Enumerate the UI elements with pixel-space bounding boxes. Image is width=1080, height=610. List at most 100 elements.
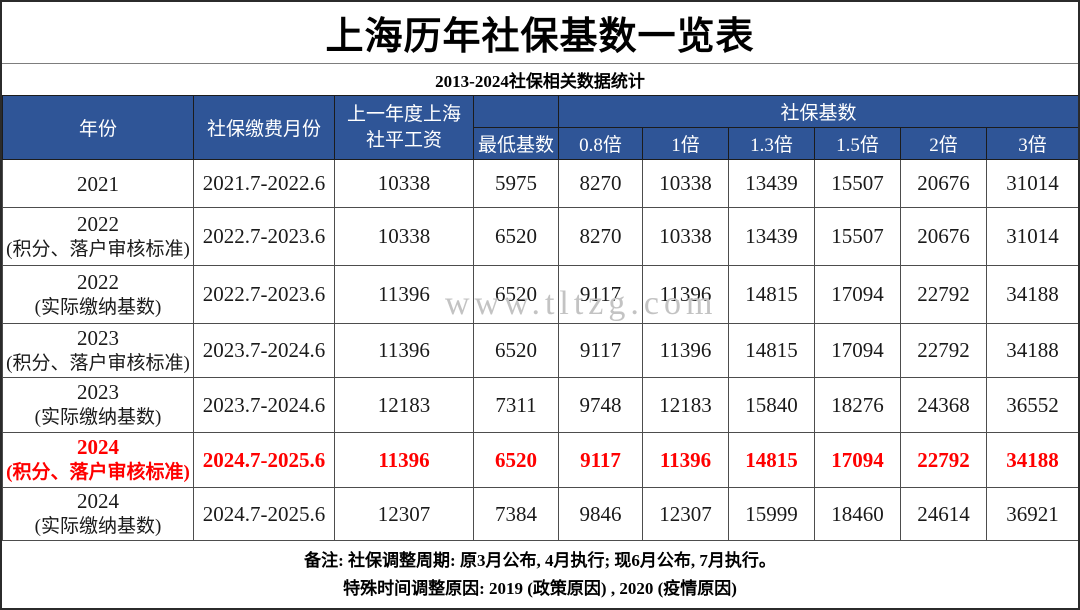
cell-year: 2023 (积分、落户审核标准): [2, 323, 194, 378]
year-note: (实际缴纳基数): [34, 516, 162, 537]
cell-year: 2024 (积分、落户审核标准): [2, 432, 194, 488]
cell-avg-salary: 10338: [334, 207, 474, 266]
cell-multiple-2: 14815: [728, 265, 815, 324]
header-row-top: 年份 社保缴费月份 上一年度上海 社平工资 社保基数: [2, 95, 1078, 160]
cell-year: 2022 (积分、落户审核标准): [2, 207, 194, 266]
table-row: 2021 2021.7-2022.6 10338 5975 8270 10338…: [2, 159, 1078, 208]
avg-salary-line1: 上一年度上海: [346, 103, 461, 125]
year-note: (实际缴纳基数): [34, 296, 162, 318]
year-label: 2022: [77, 211, 119, 236]
cell-multiple-1: 11396: [642, 265, 729, 324]
footer-note-line1: 备注: 社保调整周期: 原3月公布, 4月执行; 现6月公布, 7月执行。: [304, 551, 776, 570]
page-title: 上海历年社保基数一览表: [325, 16, 755, 58]
avg-salary-line2: 社平工资: [365, 129, 442, 151]
cell-multiple-0: 9117: [558, 432, 643, 488]
table-row-highlighted: 2024 (积分、落户审核标准) 2024.7-2025.6 11396 652…: [2, 432, 1078, 488]
cell-multiple-5: 31014: [985, 207, 1078, 266]
cell-months: 2021.7-2022.6: [193, 159, 335, 208]
col-header-multiplier-3: 1.5倍: [814, 127, 901, 160]
cell-months: 2024.7-2025.6: [193, 432, 335, 488]
social-security-base-table: 年份 社保缴费月份 上一年度上海 社平工资 社保基数 最低基数 0.8倍 1倍 …: [2, 95, 1078, 541]
cell-avg-salary: 12183: [334, 377, 474, 433]
cell-avg-salary: 11396: [334, 432, 474, 488]
cell-multiple-3: 15507: [814, 207, 901, 266]
cell-multiple-4: 20676: [900, 207, 987, 266]
cell-multiple-0: 9748: [558, 377, 643, 433]
cell-year: 2022 (实际缴纳基数): [2, 265, 194, 324]
cell-avg-salary: 11396: [334, 265, 474, 324]
cell-multiple-0: 8270: [558, 159, 643, 208]
cell-min-base: 7384: [473, 487, 559, 541]
cell-avg-salary: 12307: [334, 487, 474, 541]
header-spacer-cell: [473, 95, 559, 128]
cell-multiple-5: 34188: [985, 265, 1078, 324]
cell-multiple-5: 36921: [985, 487, 1078, 541]
cell-multiple-4: 24368: [900, 377, 987, 433]
cell-multiple-2: 14815: [728, 432, 815, 488]
year-label: 2023: [77, 380, 119, 404]
cell-multiple-3: 15507: [814, 159, 901, 208]
table-body: 2021 2021.7-2022.6 10338 5975 8270 10338…: [2, 159, 1078, 541]
subtitle-bar: 2013-2024社保相关数据统计: [2, 64, 1078, 95]
col-group-header-base: 社保基数: [557, 95, 1078, 128]
cell-multiple-5: 34188: [985, 432, 1078, 488]
cell-multiple-4: 22792: [900, 323, 987, 378]
table-row: 2022 (实际缴纳基数) 2022.7-2023.6 11396 6520 9…: [2, 265, 1078, 324]
cell-multiple-2: 14815: [728, 323, 815, 378]
cell-year: 2024 (实际缴纳基数): [2, 487, 194, 541]
cell-multiple-4: 22792: [900, 265, 987, 324]
cell-min-base: 6520: [473, 323, 559, 378]
cell-months: 2023.7-2024.6: [193, 323, 335, 378]
col-header-payment-months: 社保缴费月份: [193, 95, 335, 160]
table-row: 2024 (实际缴纳基数) 2024.7-2025.6 12307 7384 9…: [2, 487, 1078, 541]
year-label: 2024: [77, 489, 119, 513]
cell-multiple-3: 17094: [814, 323, 901, 378]
cell-avg-salary: 11396: [334, 323, 474, 378]
col-header-multiplier-4: 2倍: [900, 127, 987, 160]
cell-multiple-1: 11396: [642, 432, 729, 488]
cell-year: 2021: [2, 159, 194, 208]
cell-multiple-5: 36552: [985, 377, 1078, 433]
cell-min-base: 6520: [473, 207, 559, 266]
year-label: 2023: [77, 325, 119, 350]
page-subtitle: 2013-2024社保相关数据统计: [435, 72, 645, 91]
table-header: 年份 社保缴费月份 上一年度上海 社平工资 社保基数 最低基数 0.8倍 1倍 …: [2, 95, 1078, 160]
cell-avg-salary: 10338: [334, 159, 474, 208]
table-row: 2022 (积分、落户审核标准) 2022.7-2023.6 10338 652…: [2, 207, 1078, 266]
cell-months: 2023.7-2024.6: [193, 377, 335, 433]
cell-multiple-5: 31014: [985, 159, 1078, 208]
cell-min-base: 6520: [473, 432, 559, 488]
cell-multiple-3: 17094: [814, 265, 901, 324]
cell-months: 2022.7-2023.6: [193, 265, 335, 324]
year-label: 2021: [77, 171, 119, 196]
cell-multiple-0: 9846: [558, 487, 643, 541]
col-header-multiplier-2: 1.3倍: [728, 127, 815, 160]
col-header-min-base: 最低基数: [473, 127, 559, 160]
year-note: (积分、落户审核标准): [6, 238, 190, 260]
cell-multiple-4: 20676: [900, 159, 987, 208]
cell-multiple-1: 11396: [642, 323, 729, 378]
col-header-avg-salary: 上一年度上海 社平工资: [334, 95, 474, 160]
cell-months: 2024.7-2025.6: [193, 487, 335, 541]
cell-multiple-3: 17094: [814, 432, 901, 488]
cell-multiple-5: 34188: [985, 323, 1078, 378]
footer-notes: 备注: 社保调整周期: 原3月公布, 4月执行; 现6月公布, 7月执行。 特殊…: [2, 541, 1078, 608]
cell-multiple-0: 9117: [558, 265, 643, 324]
col-header-multiplier-5: 3倍: [985, 127, 1078, 160]
cell-multiple-4: 22792: [900, 432, 987, 488]
cell-min-base: 5975: [473, 159, 559, 208]
cell-multiple-2: 13439: [728, 159, 815, 208]
cell-multiple-2: 13439: [728, 207, 815, 266]
cell-multiple-1: 12183: [642, 377, 729, 433]
footer-note-line2: 特殊时间调整原因: 2019 (政策原因) , 2020 (疫情原因): [343, 579, 737, 598]
col-header-multiplier-1: 1倍: [642, 127, 729, 160]
cell-min-base: 6520: [473, 265, 559, 324]
cell-multiple-2: 15840: [728, 377, 815, 433]
year-note: (积分、落户审核标准): [6, 462, 190, 483]
year-note: (积分、落户审核标准): [6, 352, 190, 374]
cell-multiple-0: 8270: [558, 207, 643, 266]
col-header-multiplier-0: 0.8倍: [558, 127, 643, 160]
cell-multiple-2: 15999: [728, 487, 815, 541]
cell-min-base: 7311: [473, 377, 559, 433]
